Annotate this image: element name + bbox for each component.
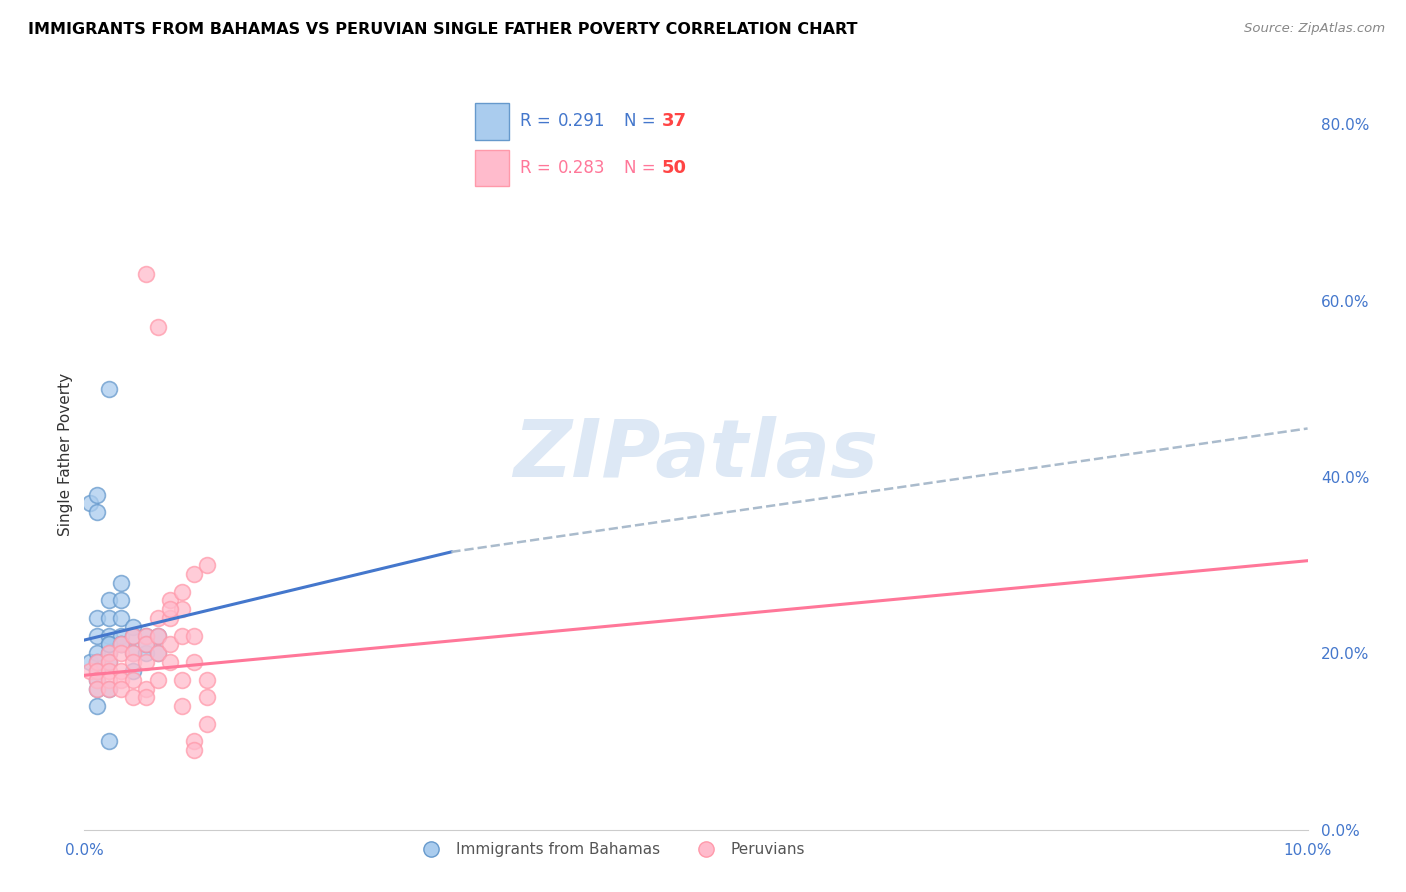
Point — [110, 629, 132, 643]
Point — [195, 673, 218, 687]
Point — [110, 575, 132, 590]
Point — [79, 655, 101, 669]
Point — [183, 629, 205, 643]
Point — [86, 629, 108, 643]
Point — [172, 699, 194, 714]
Text: IMMIGRANTS FROM BAHAMAS VS PERUVIAN SINGLE FATHER POVERTY CORRELATION CHART: IMMIGRANTS FROM BAHAMAS VS PERUVIAN SING… — [28, 22, 858, 37]
Point — [110, 646, 132, 660]
Point — [86, 673, 108, 687]
Point — [97, 655, 120, 669]
Point — [135, 681, 157, 696]
Text: Source: ZipAtlas.com: Source: ZipAtlas.com — [1244, 22, 1385, 36]
Point — [110, 637, 132, 651]
Point — [135, 690, 157, 705]
Point — [97, 637, 120, 651]
Point — [97, 646, 120, 660]
Legend: Immigrants from Bahamas, Peruvians: Immigrants from Bahamas, Peruvians — [411, 836, 811, 863]
Point — [159, 602, 181, 616]
Point — [86, 673, 108, 687]
Point — [183, 734, 205, 748]
Point — [146, 611, 169, 625]
Point — [122, 646, 145, 660]
Point — [97, 734, 120, 748]
Point — [97, 637, 120, 651]
Point — [97, 593, 120, 607]
Point — [122, 629, 145, 643]
Point — [86, 681, 108, 696]
Point — [122, 629, 145, 643]
Point — [159, 637, 181, 651]
Point — [79, 664, 101, 678]
Point — [195, 716, 218, 731]
Point — [172, 673, 194, 687]
Point — [172, 602, 194, 616]
Point — [97, 629, 120, 643]
Point — [172, 584, 194, 599]
Point — [97, 382, 120, 396]
Text: ZIPatlas: ZIPatlas — [513, 416, 879, 494]
Point — [122, 655, 145, 669]
Point — [135, 629, 157, 643]
Point — [159, 611, 181, 625]
Point — [97, 664, 120, 678]
Point — [183, 655, 205, 669]
Point — [110, 664, 132, 678]
Point — [135, 637, 157, 651]
Point — [135, 646, 157, 660]
Point — [110, 637, 132, 651]
Point — [135, 655, 157, 669]
Point — [195, 558, 218, 573]
Point — [79, 496, 101, 510]
Point — [146, 673, 169, 687]
Point — [110, 611, 132, 625]
Point — [86, 487, 108, 501]
Point — [97, 611, 120, 625]
Point — [86, 681, 108, 696]
Point — [97, 681, 120, 696]
Point — [146, 320, 169, 334]
Point — [135, 629, 157, 643]
Point — [122, 646, 145, 660]
Point — [122, 690, 145, 705]
Point — [86, 655, 108, 669]
Point — [86, 664, 108, 678]
Point — [97, 655, 120, 669]
Point — [135, 637, 157, 651]
Point — [122, 673, 145, 687]
Point — [172, 629, 194, 643]
Point — [110, 593, 132, 607]
Point — [97, 646, 120, 660]
Point — [86, 664, 108, 678]
Point — [146, 646, 169, 660]
Point — [122, 664, 145, 678]
Point — [122, 620, 145, 634]
Point — [195, 690, 218, 705]
Point — [110, 637, 132, 651]
Y-axis label: Single Father Poverty: Single Father Poverty — [58, 374, 73, 536]
Point — [97, 673, 120, 687]
Point — [86, 611, 108, 625]
Point — [146, 629, 169, 643]
Point — [146, 646, 169, 660]
Point — [97, 681, 120, 696]
Point — [135, 267, 157, 281]
Point — [159, 655, 181, 669]
Point — [110, 673, 132, 687]
Point — [183, 566, 205, 581]
Point — [86, 699, 108, 714]
Point — [86, 646, 108, 660]
Point — [110, 681, 132, 696]
Point — [86, 655, 108, 669]
Point — [146, 629, 169, 643]
Point — [159, 593, 181, 607]
Point — [183, 743, 205, 757]
Point — [86, 505, 108, 519]
